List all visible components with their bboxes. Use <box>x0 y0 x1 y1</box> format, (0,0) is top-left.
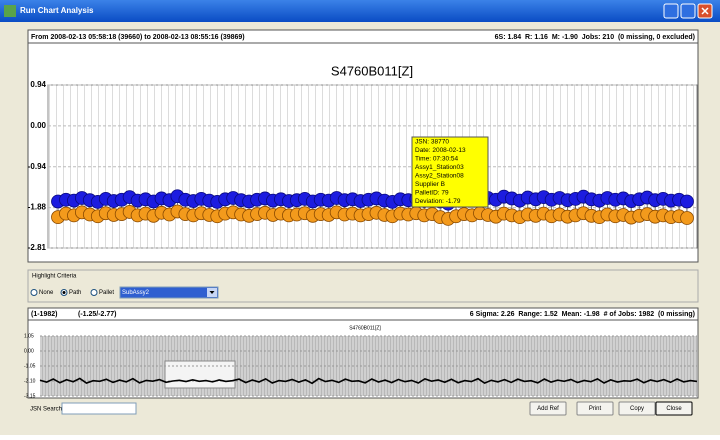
y-tick-label: -1.88 <box>28 203 47 212</box>
button[interactable] <box>655 401 693 416</box>
tooltip-line: JSN: 38770 <box>415 139 449 146</box>
dropdown[interactable] <box>119 286 219 299</box>
dropdown-value: SubAssy2 <box>122 290 150 296</box>
y-tick-label: -3.15 <box>24 393 36 399</box>
radio-dot <box>62 291 66 294</box>
tooltip-line: PalletID: 79 <box>415 190 449 197</box>
data-point <box>680 211 694 225</box>
data-point <box>680 194 694 209</box>
overview-limits: (-1.25/-2.77) <box>78 311 117 318</box>
title-bar <box>0 0 720 22</box>
overview-range: (1-1982) <box>31 311 57 318</box>
radio-button[interactable] <box>90 289 98 296</box>
range-text: From 2008-02-13 05:58:18 (39660) to 2008… <box>31 34 245 41</box>
button-label: Close <box>666 406 682 412</box>
arrow-icon <box>209 291 215 294</box>
window-title: Run Chart Analysis <box>20 6 94 15</box>
button-label: Print <box>589 406 602 412</box>
selection-window[interactable] <box>164 360 236 389</box>
y-tick-label: -2.10 <box>24 378 36 384</box>
tooltip-line: Assy2_Station08 <box>415 173 464 180</box>
data-line <box>39 377 698 385</box>
button[interactable] <box>618 401 656 416</box>
y-tick-label: 0.94 <box>30 80 46 89</box>
button-label: Copy <box>630 406 644 412</box>
tooltip-line: Time: 07:30:54 <box>415 156 459 163</box>
y-tick-label: -0.94 <box>28 162 47 171</box>
app-icon <box>4 5 16 17</box>
chart-title: S4760B011[Z] <box>331 63 413 78</box>
button[interactable] <box>576 401 614 416</box>
maximize-button[interactable] <box>680 3 696 19</box>
tooltip <box>411 136 489 208</box>
tooltip-line: Date: 2008-02-13 <box>415 147 466 154</box>
tooltip-line: Assy1_Station03 <box>415 164 464 171</box>
y-tick-label: 0.00 <box>30 121 46 130</box>
stats-text: 6S: 1.84 R: 1.16 M: -1.90 Jobs: 210 (0 m… <box>495 34 695 41</box>
overview-title: S4760B011[Z] <box>349 325 381 331</box>
minimize-button[interactable] <box>663 3 679 19</box>
y-tick-label: 1.05 <box>24 333 34 339</box>
radio-button[interactable] <box>30 289 38 296</box>
overview-stats: 6 Sigma: 2.26 Range: 1.52 Mean: -1.98 # … <box>470 311 695 318</box>
radio-label: None <box>39 290 54 296</box>
search-label: JSN Search <box>30 407 62 413</box>
y-tick-label: -1.05 <box>24 363 36 369</box>
highlight-label: Highlight Criteria <box>32 274 77 280</box>
button[interactable] <box>529 401 567 416</box>
tooltip-line: Deviation: -1.79 <box>415 198 461 205</box>
close-icon <box>701 7 709 15</box>
y-tick-label: -2.81 <box>28 243 47 252</box>
button-label: Add Ref <box>537 406 559 412</box>
radio-label: Pallet <box>99 290 114 296</box>
search-input[interactable] <box>61 402 137 415</box>
y-tick-label: 0.00 <box>24 348 34 354</box>
radio-label: Path <box>69 290 81 296</box>
tooltip-line: Supplier B <box>415 181 445 188</box>
